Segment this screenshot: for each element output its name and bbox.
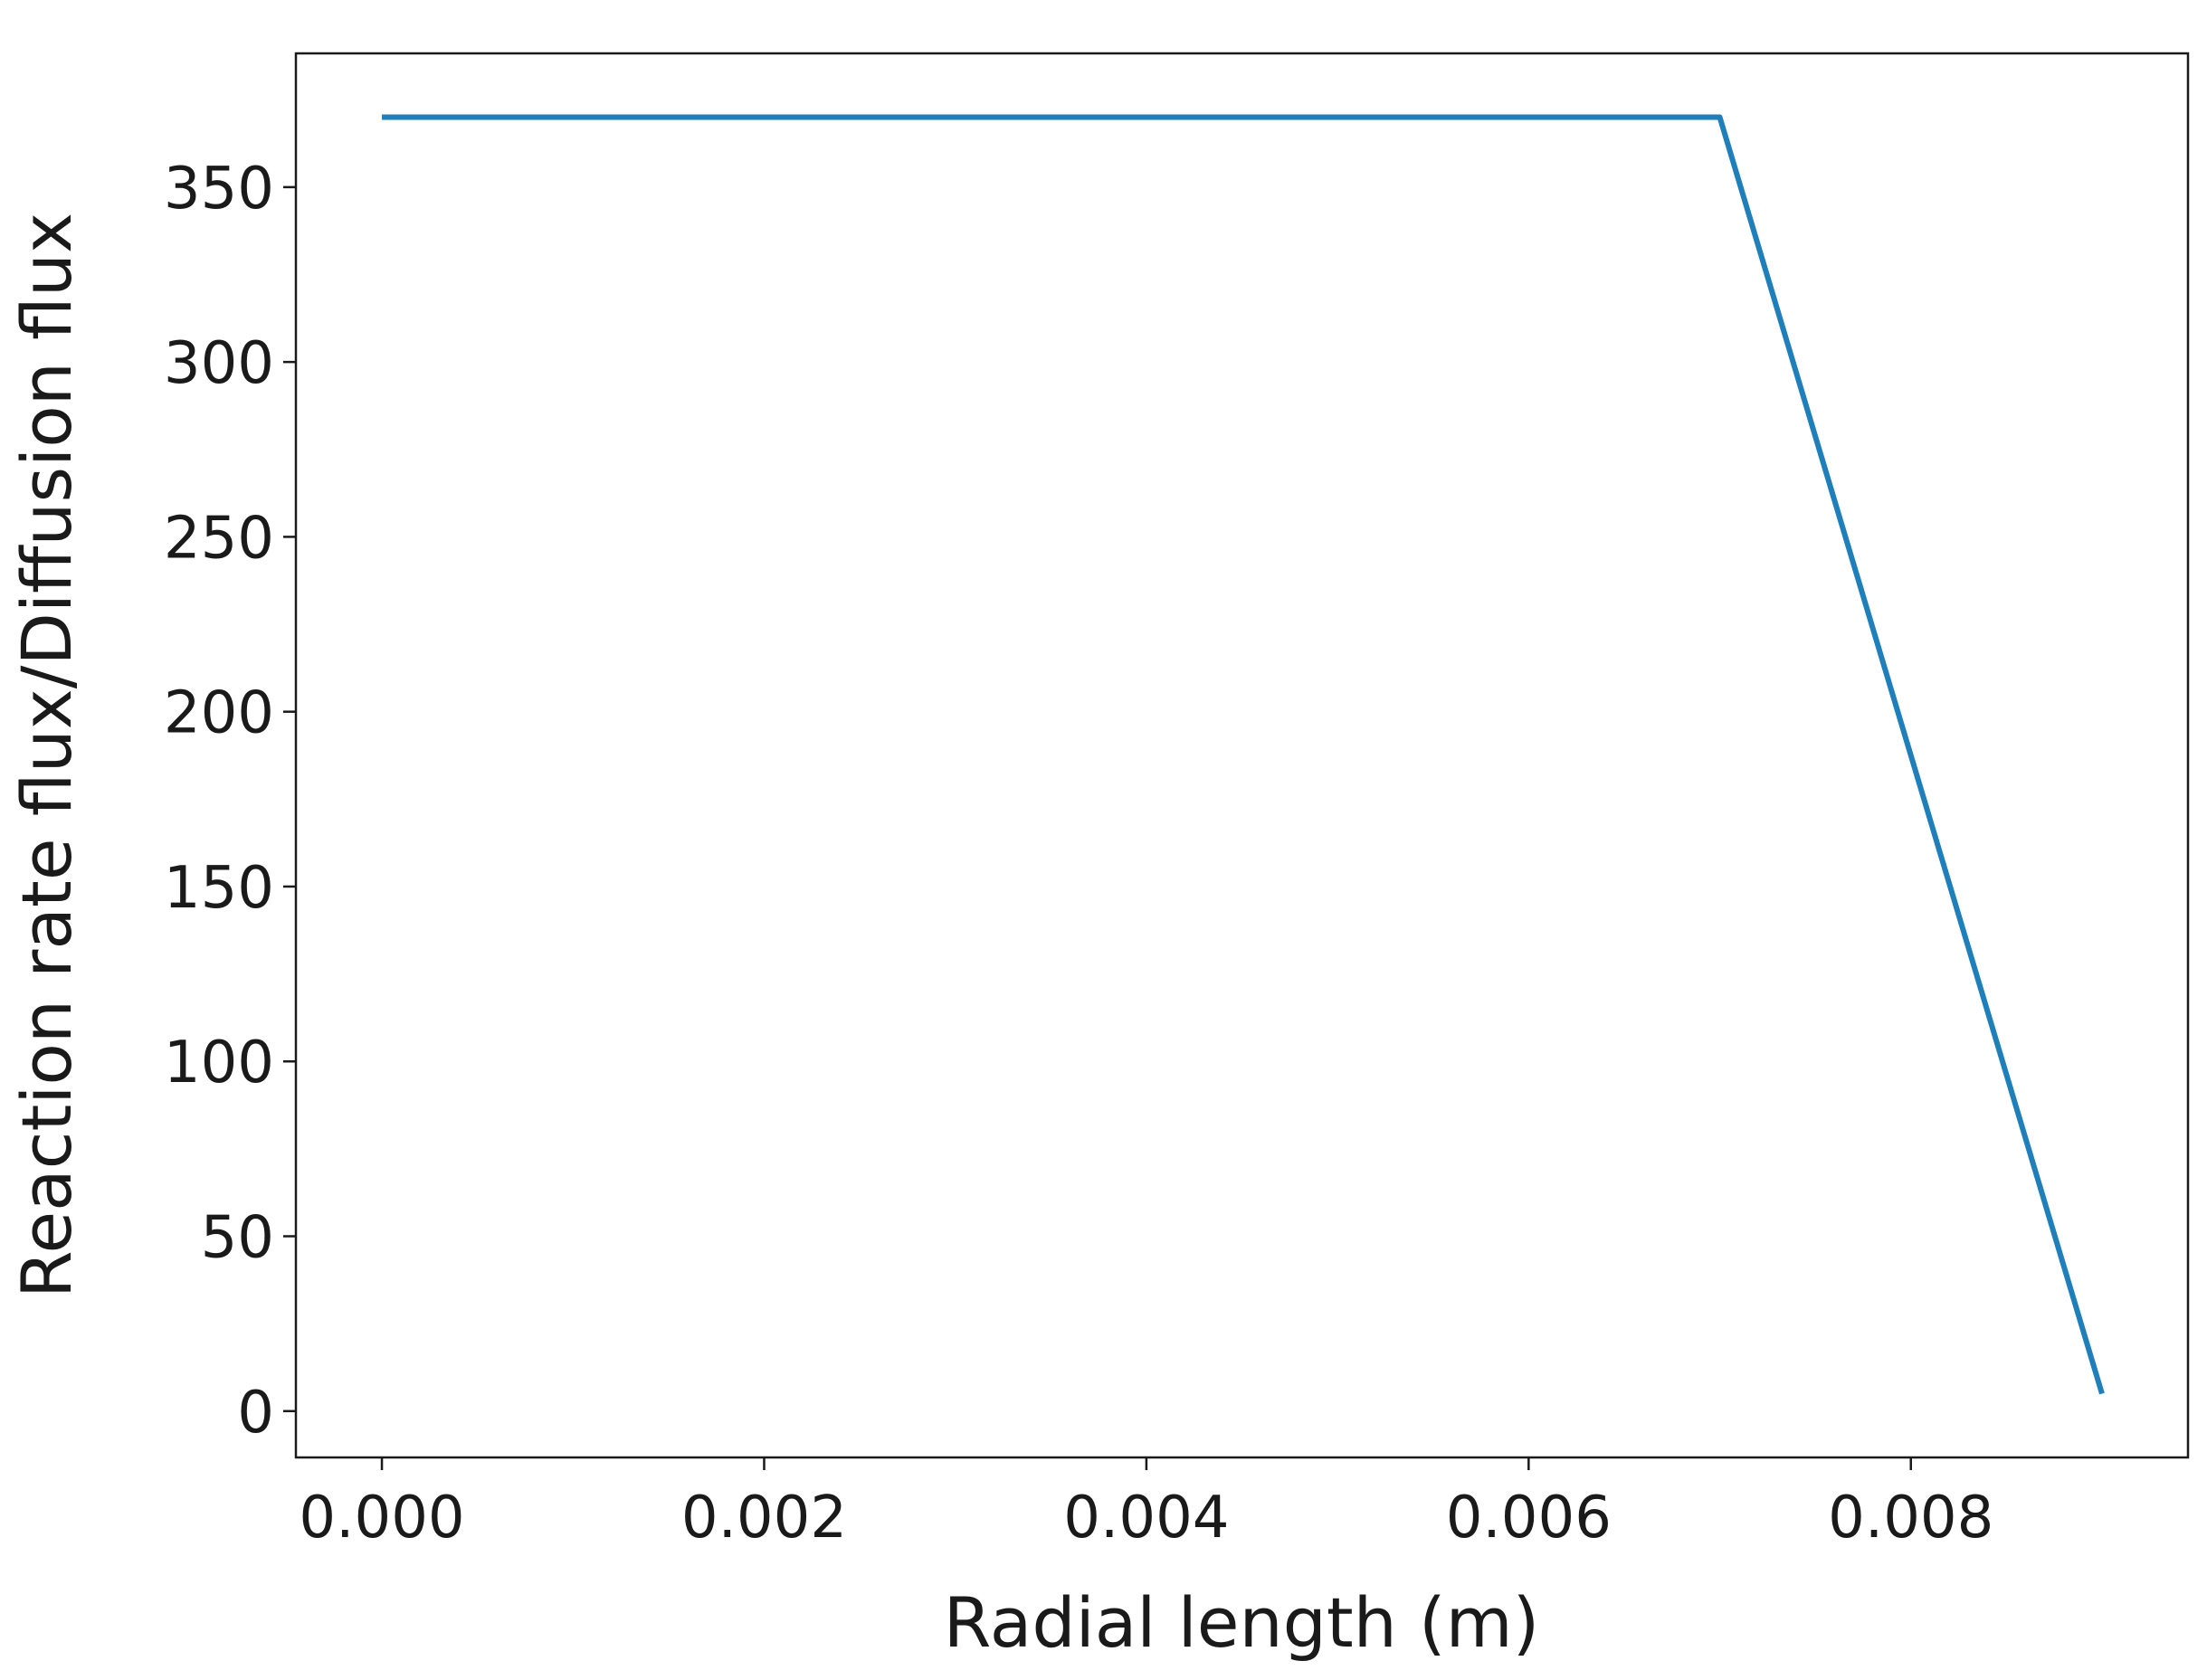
y-tick-label: 350 — [164, 156, 274, 223]
data-line — [382, 114, 2105, 1395]
y-tick-label: 50 — [201, 1205, 274, 1272]
x-tick-label: 0.008 — [1828, 1485, 1993, 1552]
y-tick-label: 150 — [164, 855, 274, 922]
y-tick-label: 200 — [164, 680, 274, 747]
x-axis-label: Radial length (m) — [944, 1582, 1540, 1663]
plot-frame — [294, 52, 2190, 1459]
y-axis-label: Reaction rate flux/Diffusion flux — [6, 213, 87, 1298]
x-tick-label: 0.000 — [299, 1485, 464, 1552]
y-tick-label: 0 — [237, 1380, 274, 1447]
y-tick-label: 300 — [164, 330, 274, 397]
x-tick-label: 0.006 — [1446, 1485, 1612, 1552]
x-tick-label: 0.002 — [681, 1485, 847, 1552]
x-tick-label: 0.004 — [1063, 1485, 1229, 1552]
y-tick-label: 100 — [164, 1030, 274, 1096]
y-tick-label: 250 — [164, 505, 274, 572]
